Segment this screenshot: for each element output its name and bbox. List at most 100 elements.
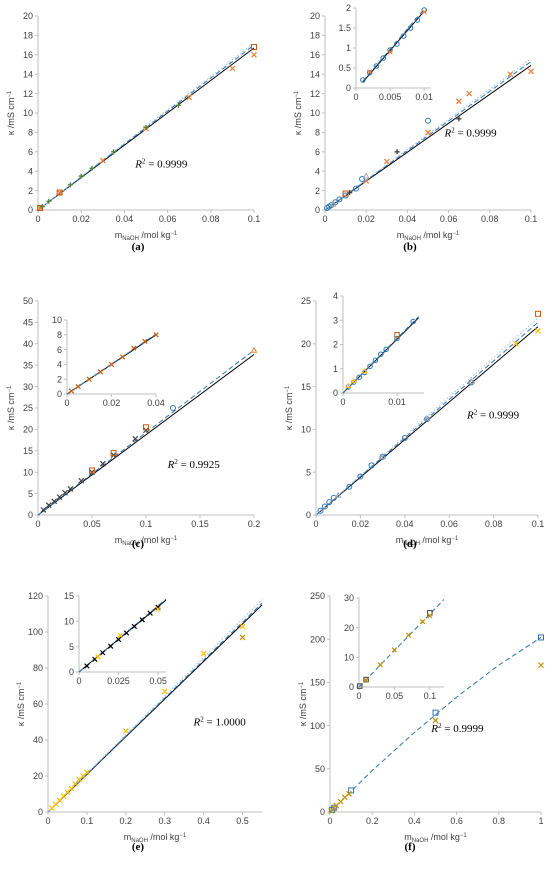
r-squared-annotation: R2 = 1.0000 xyxy=(193,716,247,729)
inset-y-tick-label: 0 xyxy=(57,389,62,399)
data-point-plus xyxy=(143,125,149,131)
y-tick-label: 15 xyxy=(301,382,311,392)
data-point-circle xyxy=(346,483,353,490)
inset-chart: 0 0.01 0 1 2 3 4 xyxy=(333,291,425,407)
y-axis-label: κ /mS cm−1 xyxy=(16,681,26,726)
data-point-x xyxy=(507,71,514,78)
inset-data-point-x xyxy=(377,662,383,668)
r-squared-annotation: R2 = 0.9999 xyxy=(443,126,497,139)
x-axis-label: mNaOH /mol kg−1 xyxy=(404,832,467,844)
inset-x-tick-label: 0.05 xyxy=(149,676,167,686)
inset-data-point-x xyxy=(75,383,81,390)
y-tick-label: 25 xyxy=(301,296,311,306)
data-point-x xyxy=(99,460,106,467)
data-point-x xyxy=(239,623,246,630)
y-tick-label: 6 xyxy=(315,147,320,157)
data-point-x xyxy=(528,68,534,75)
fit-line-dashed xyxy=(329,637,542,813)
inset-data-point-circle xyxy=(394,41,400,47)
data-point-circle xyxy=(321,503,328,510)
inset-data-point-x xyxy=(115,636,122,643)
inset-data-point-circle xyxy=(360,77,366,83)
inset-data-point-x xyxy=(153,332,159,338)
y-tick-label: 14 xyxy=(23,69,33,79)
inset-y-tick-label: 0 xyxy=(346,83,351,93)
data-point-x xyxy=(161,688,168,695)
data-point-square xyxy=(342,190,349,197)
y-axis-label: κ /mS cm−1 xyxy=(284,385,294,430)
data-point-circle xyxy=(352,185,359,192)
inset-data-point-triangle xyxy=(350,377,357,384)
y-tick-label: 16 xyxy=(310,50,320,60)
x-tick-label: 0.2 xyxy=(248,519,261,529)
panel-label: (d) xyxy=(403,538,417,550)
data-point-square xyxy=(89,467,95,474)
data-point-x xyxy=(132,435,139,442)
inset-x-tick-label: 0.04 xyxy=(147,398,165,408)
y-tick-label: 20 xyxy=(23,425,33,435)
data-point-square xyxy=(348,787,355,794)
inset-y-tick-label: 4 xyxy=(57,360,62,370)
y-tick-label: 50 xyxy=(315,764,325,774)
inset-background xyxy=(66,319,157,395)
inset-chart: 0 0.02 0.04 0 2 4 6 8 10 xyxy=(52,315,165,408)
fit-line-dashed xyxy=(37,44,255,211)
inset-chart: 0 0.05 0.1 0 10 20 30 xyxy=(344,593,445,701)
data-point-plus xyxy=(456,116,462,122)
inset-data-point-circle xyxy=(380,55,387,61)
data-point-plus xyxy=(89,165,95,171)
inset-y-tick-label: 0 xyxy=(349,682,354,692)
inset-y-tick-label: 1.5 xyxy=(338,23,351,33)
data-point-triangle xyxy=(250,346,258,353)
y-axis-label: κ /mS cm−1 xyxy=(293,90,303,135)
data-point-circle xyxy=(359,175,366,182)
fit-line-solid xyxy=(324,65,532,211)
y-tick-label: 50 xyxy=(23,296,33,306)
data-point-x xyxy=(122,728,129,734)
inset-data-point-x xyxy=(387,49,393,55)
y-tick-label: 20 xyxy=(33,771,43,781)
y-tick-label: 20 xyxy=(301,339,311,349)
inset-data-point-triangle xyxy=(345,382,352,389)
x-tick-label: 0.1 xyxy=(81,816,94,826)
r-squared-annotation: R2 = 0.9999 xyxy=(134,157,188,170)
inset-data-point-square xyxy=(363,676,369,683)
inset-y-tick-label: 10 xyxy=(52,315,62,325)
inset-data-point-circle xyxy=(366,70,373,76)
data-point-x xyxy=(200,650,207,657)
inset-data-point-circle xyxy=(400,33,407,39)
inset-y-tick-label: 1 xyxy=(333,364,338,374)
data-point-circle xyxy=(425,117,431,124)
x-tick-label: 0.04 xyxy=(116,214,134,224)
x-axis-label: mNaOH /mol kg−1 xyxy=(115,230,178,242)
data-point-square xyxy=(251,44,257,51)
x-axis-label: mNaOH /mol kg−1 xyxy=(396,535,459,547)
data-point-x xyxy=(239,634,246,641)
inset-y-tick-label: 5 xyxy=(69,642,74,652)
x-tick-label: 0.04 xyxy=(396,519,414,529)
x-tick-label: 0 xyxy=(313,519,318,529)
inset-data-point-x xyxy=(366,69,373,75)
data-point-x xyxy=(51,498,58,505)
inset-data-point-x xyxy=(363,677,369,683)
inset-x-tick-label: 0 xyxy=(353,92,358,102)
data-point-square xyxy=(432,709,439,716)
inset-data-point-triangle xyxy=(361,367,368,374)
data-point-x xyxy=(466,90,473,97)
y-axis-label: κ /mS cm−1 xyxy=(6,385,16,430)
y-axis-label: κ /mS cm−1 xyxy=(298,681,308,726)
y-tick-label: 20 xyxy=(310,11,320,21)
y-tick-label: 20 xyxy=(23,11,33,21)
inset-data-point-x xyxy=(405,632,412,638)
data-point-x xyxy=(67,485,74,492)
data-point-x xyxy=(346,790,352,797)
inset-data-point-x xyxy=(147,610,153,616)
x-axis-label: mNaOH /mol kg−1 xyxy=(115,535,178,547)
inset-x-tick-label: 0.005 xyxy=(379,92,402,102)
inset-data-point-x xyxy=(86,376,92,382)
x-tick-label: 0.4 xyxy=(408,816,421,826)
y-tick-label: 0 xyxy=(315,205,320,215)
inset-y-tick-label: 10 xyxy=(64,616,74,626)
